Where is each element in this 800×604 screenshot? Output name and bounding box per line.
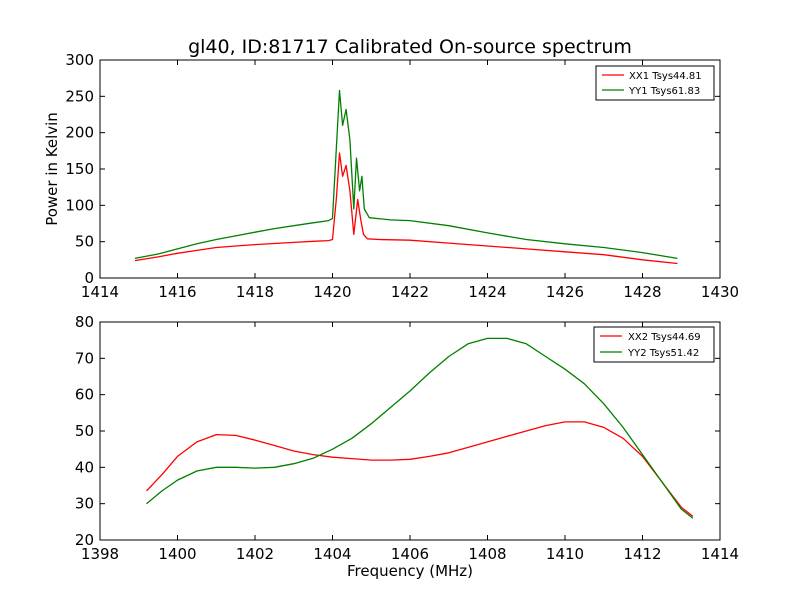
top-plot-area: 1414 1416 1418 1420 1422 1424 1426 1428 1430 0 50 1… [65,51,739,301]
bottom-xtick-label: 1398 [81,545,119,563]
bottom-xtick-label: 1402 [236,545,274,563]
bottom-ytick-label: 20 [75,531,94,549]
top-xtick-label: 1418 [236,283,274,301]
top-chart-title: gl40, ID:81717 Calibrated On-source spec… [188,36,632,58]
top-xtick-label: 1426 [546,283,584,301]
top-xtick-label: 1422 [391,283,429,301]
legend-label-yy2: YY2 Tsys51.42 [627,348,699,359]
top-xtick-label: 1416 [158,283,196,301]
bottom-chart-xlabel: Frequency (MHz) [347,562,473,580]
legend-label-yy1: YY1 Tsys61.83 [628,86,700,97]
bottom-xtick-label: 1408 [468,545,506,563]
top-ytick-label: 250 [65,87,94,105]
legend-label-xx2: XX2 Tsys44.69 [628,332,701,343]
top-xtick-label: 1430 [701,283,739,301]
top-series-line-2 [134,89,678,260]
bottom-xtick-label: 1404 [313,545,351,563]
bottom-ytick-label: 70 [75,349,94,367]
bottom-chart: Frequency (MHz) 1398 1400 1402 1404 1406 1408… [75,313,739,580]
top-ytick-label: 150 [65,160,94,178]
bottom-ytick-label: 50 [75,422,94,440]
bottom-xtick-label: 1400 [158,545,196,563]
bottom-xtick-label: 1412 [623,545,661,563]
top-chart: gl40, ID:81717 Calibrated On-source spec… [43,36,739,301]
top-legend: XX1 Tsys44.81 YY1 Tsys61.83 [595,65,715,101]
top-xtick-label: 1414 [81,283,119,301]
top-ytick-label: 200 [65,124,94,142]
top-chart-ylabel: Power in Kelvin [43,112,61,226]
top-xtick-label: 1424 [468,283,506,301]
top-legend-box [595,65,715,101]
top-series-line-1 [134,152,678,265]
top-ytick-label: 50 [75,233,94,251]
legend-label-xx1: XX1 Tsys44.81 [629,71,702,82]
bottom-xtick-label: 1406 [391,545,429,563]
bottom-xtick-label: 1410 [546,545,584,563]
top-ytick-label: 300 [65,51,94,69]
bottom-series-line-1 [146,421,694,517]
bottom-legend-box [593,326,715,363]
bottom-plot-area: 1398 1400 1402 1404 1406 1408 1410 1412 1414 20 30… [75,313,739,563]
top-ytick-label: 0 [84,269,94,287]
bottom-ytick-label: 60 [75,386,94,404]
top-ytick-label: 100 [65,196,94,214]
top-xtick-label: 1420 [313,283,351,301]
bottom-ytick-label: 80 [75,313,94,331]
bottom-legend: XX2 Tsys44.69 YY2 Tsys51.42 [593,326,715,363]
bottom-ytick-label: 40 [75,458,94,476]
bottom-xtick-label: 1414 [701,545,739,563]
bottom-ytick-label: 30 [75,495,94,513]
bottom-series-line-2 [146,337,694,519]
top-xtick-label: 1428 [623,283,661,301]
